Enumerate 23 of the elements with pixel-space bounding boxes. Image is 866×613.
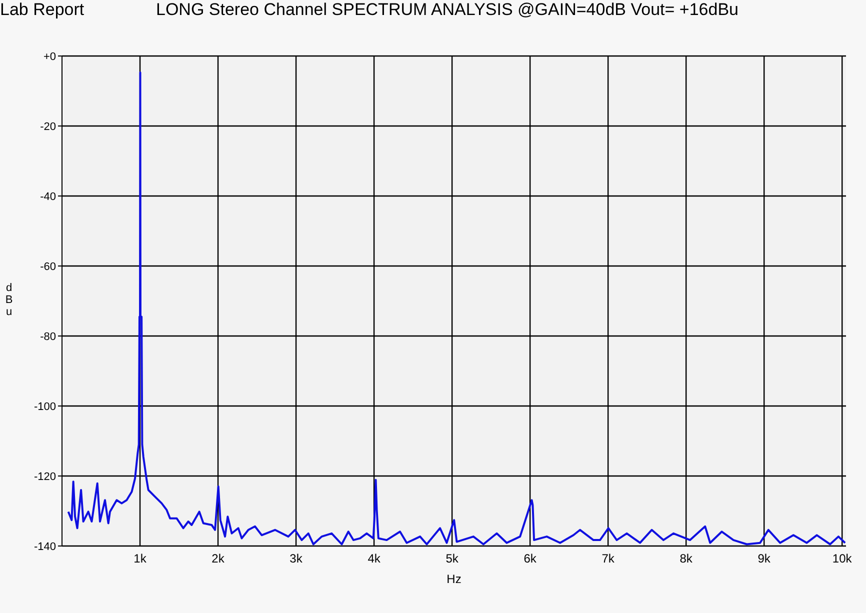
y-tick-label: -60	[40, 260, 56, 273]
x-axis-title: Hz	[446, 572, 462, 586]
y-tick-label: -20	[40, 120, 56, 133]
x-tick-label: 3k	[290, 552, 304, 566]
y-tick-label: -100	[34, 400, 56, 413]
x-tick-label: 2k	[212, 552, 226, 566]
x-tick-label: 6k	[524, 552, 538, 566]
y-tick-label: -120	[34, 470, 56, 483]
x-tick-label: 8k	[680, 552, 694, 566]
x-tick-label: 1k	[134, 552, 148, 566]
y-tick-label: -40	[40, 190, 56, 203]
x-tick-label: 5k	[446, 552, 460, 566]
y-tick-label: +0	[43, 50, 56, 63]
y-tick-label: -140	[34, 540, 56, 553]
chart-title: LONG Stereo Channel SPECTRUM ANALYSIS @GAIN=40dB Vout= +16dBu	[156, 0, 738, 20]
x-tick-label: 4k	[368, 552, 382, 566]
x-tick-label: 7k	[602, 552, 616, 566]
x-tick-label: 9k	[758, 552, 772, 566]
y-tick-label: -80	[40, 330, 56, 343]
x-tick-label: 10k	[832, 552, 853, 566]
line-series	[67, 71, 846, 546]
text: Lab Report	[0, 0, 84, 20]
y-axis-title: dBu	[4, 282, 14, 318]
